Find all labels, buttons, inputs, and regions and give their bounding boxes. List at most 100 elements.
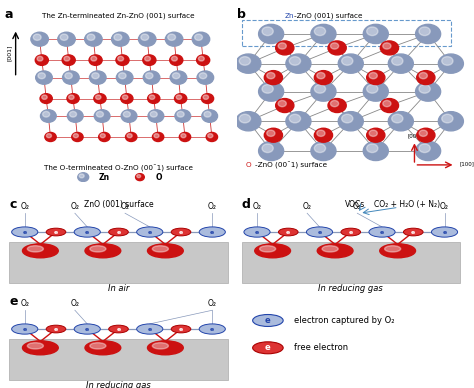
Circle shape [253,342,283,354]
Circle shape [264,71,283,85]
Text: Zn: Zn [284,13,294,19]
Circle shape [117,71,133,84]
Circle shape [259,24,283,43]
Circle shape [181,133,186,138]
Circle shape [317,130,325,137]
Circle shape [416,82,441,101]
Circle shape [22,244,58,258]
Circle shape [236,54,261,73]
Circle shape [100,133,105,138]
Circle shape [442,114,453,123]
Circle shape [176,95,182,99]
Circle shape [43,111,50,117]
Circle shape [199,56,204,61]
Circle shape [152,246,168,252]
Circle shape [199,324,225,334]
Circle shape [78,173,89,182]
Circle shape [137,227,163,237]
Circle shape [170,71,187,84]
Circle shape [267,73,275,79]
Text: O₂: O₂ [120,202,129,211]
Circle shape [244,227,270,237]
Text: e: e [179,230,183,234]
Text: O₂: O₂ [71,299,79,308]
Circle shape [369,227,395,237]
Circle shape [197,55,210,65]
Circle shape [69,95,74,99]
Circle shape [136,174,144,180]
Circle shape [239,57,250,65]
Text: e: e [318,230,322,234]
Circle shape [168,34,175,40]
Circle shape [153,132,164,142]
Circle shape [143,71,160,84]
Text: Zn: Zn [99,173,109,182]
Circle shape [278,228,298,236]
Circle shape [314,71,333,85]
Circle shape [165,32,183,46]
Circle shape [90,71,106,84]
Circle shape [311,82,336,101]
Circle shape [328,41,346,55]
Text: The O-termineated O-ZnO (00¯1) surface: The O-termineated O-ZnO (00¯1) surface [44,165,192,172]
Circle shape [262,27,273,36]
Circle shape [171,228,191,236]
Circle shape [363,82,388,101]
Text: e: e [147,327,152,331]
Circle shape [384,246,401,252]
Circle shape [90,246,106,252]
Text: e: e [380,230,384,234]
Circle shape [342,114,353,123]
Circle shape [147,244,183,258]
Circle shape [150,111,157,117]
Circle shape [199,227,225,237]
Circle shape [111,32,129,46]
Circle shape [127,133,132,138]
Circle shape [33,34,41,40]
Circle shape [63,71,79,84]
Circle shape [380,41,399,55]
Circle shape [123,111,130,117]
Text: O: O [155,173,162,182]
Circle shape [141,34,149,40]
Circle shape [147,94,160,104]
Circle shape [417,128,435,142]
Circle shape [262,144,273,152]
Circle shape [276,41,294,55]
Text: VOCs: VOCs [345,199,365,209]
Text: e: e [349,230,353,234]
Circle shape [122,95,128,99]
Circle shape [45,132,56,142]
Circle shape [92,73,99,79]
Circle shape [206,132,218,142]
Circle shape [149,95,155,99]
Circle shape [388,112,413,131]
Circle shape [137,324,163,334]
Circle shape [314,85,326,93]
Circle shape [99,132,110,142]
Circle shape [306,227,333,237]
Circle shape [126,132,137,142]
Circle shape [267,130,275,137]
Circle shape [90,343,106,349]
Circle shape [289,57,301,65]
Circle shape [195,34,202,40]
Circle shape [330,43,338,49]
Circle shape [419,144,430,152]
Text: O: O [246,162,252,168]
Circle shape [175,110,191,122]
Circle shape [260,246,276,252]
Circle shape [94,94,106,104]
Circle shape [419,73,428,79]
Circle shape [152,343,168,349]
Circle shape [12,227,38,237]
Text: free electron: free electron [294,343,348,352]
Circle shape [438,112,464,131]
Circle shape [419,130,428,137]
Circle shape [64,56,70,61]
Circle shape [114,34,122,40]
Circle shape [27,246,44,252]
Circle shape [369,73,377,79]
Circle shape [116,55,129,65]
Circle shape [154,133,159,138]
